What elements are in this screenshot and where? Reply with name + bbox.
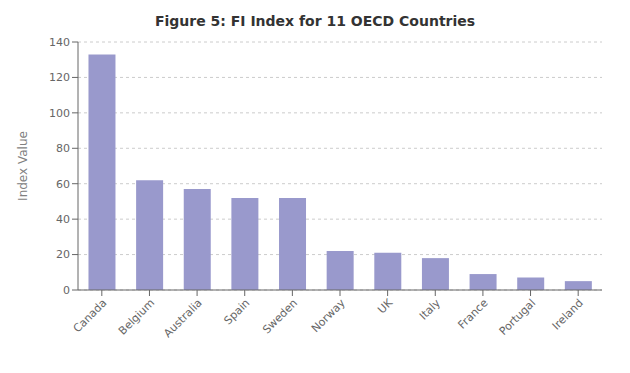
- svg-text:Australia: Australia: [161, 296, 205, 340]
- svg-text:Sweden: Sweden: [260, 296, 300, 336]
- svg-text:Spain: Spain: [221, 296, 252, 327]
- svg-text:20: 20: [56, 248, 70, 261]
- svg-text:Canada: Canada: [71, 296, 110, 335]
- svg-text:120: 120: [49, 71, 70, 84]
- svg-text:Italy: Italy: [417, 296, 443, 322]
- svg-text:UK: UK: [375, 296, 396, 317]
- svg-text:80: 80: [56, 142, 70, 155]
- svg-text:Portugal: Portugal: [497, 296, 538, 337]
- svg-text:Norway: Norway: [309, 296, 348, 335]
- svg-text:0: 0: [63, 284, 70, 297]
- svg-text:France: France: [455, 296, 490, 331]
- svg-text:60: 60: [56, 178, 70, 191]
- svg-text:140: 140: [49, 36, 70, 49]
- svg-text:40: 40: [56, 213, 70, 226]
- svg-text:Belgium: Belgium: [116, 296, 157, 337]
- svg-text:100: 100: [49, 107, 70, 120]
- html-text:Figure 5: FI Index for 11 OECD: Figure 5: FI Index for 11 OECD Countries: [154, 13, 476, 29]
- svg-text:Index Value: Index Value: [16, 131, 30, 201]
- svg-text:Ireland: Ireland: [550, 296, 586, 332]
